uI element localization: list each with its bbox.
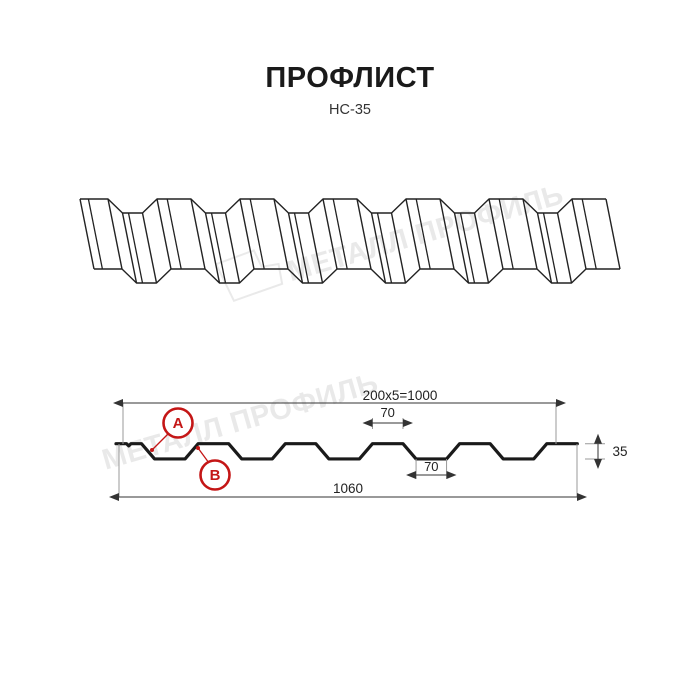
svg-text:A: A [173,415,184,432]
svg-text:B: B [210,467,221,484]
svg-text:ПРОФЛИСТ: ПРОФЛИСТ [265,62,434,94]
svg-text:35: 35 [612,444,627,459]
svg-text:70: 70 [424,459,438,474]
svg-text:НС-35: НС-35 [329,102,371,118]
svg-text:200x5=1000: 200x5=1000 [363,388,438,403]
svg-text:70: 70 [380,405,394,420]
svg-text:1060: 1060 [333,481,363,496]
